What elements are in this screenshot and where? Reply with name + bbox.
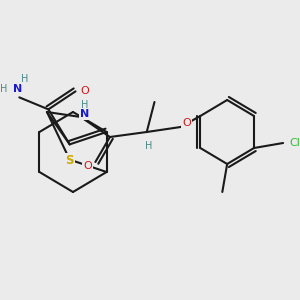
Text: O: O bbox=[182, 118, 191, 128]
Text: Cl: Cl bbox=[289, 138, 300, 148]
Text: H: H bbox=[81, 100, 88, 110]
Text: H: H bbox=[21, 74, 29, 84]
Text: N: N bbox=[80, 109, 89, 119]
Text: O: O bbox=[81, 86, 90, 96]
Text: H: H bbox=[145, 141, 152, 151]
Text: S: S bbox=[65, 154, 74, 167]
Text: N: N bbox=[13, 84, 22, 94]
Text: H: H bbox=[0, 84, 8, 94]
Text: O: O bbox=[83, 161, 92, 171]
